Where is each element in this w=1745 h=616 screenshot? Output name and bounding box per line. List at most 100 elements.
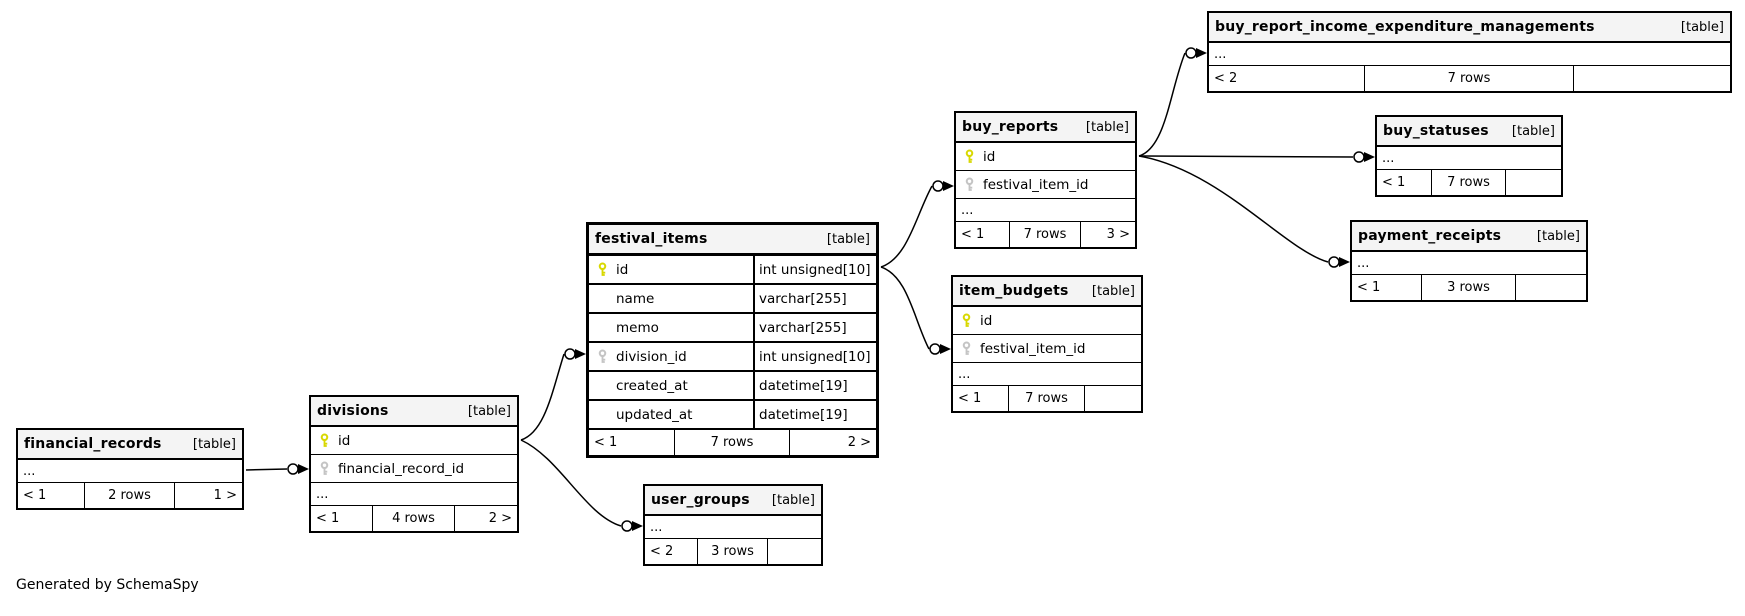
column-row: id bbox=[953, 307, 1141, 335]
pager-next bbox=[1506, 170, 1561, 195]
column-row: name varchar[255] bbox=[589, 285, 876, 314]
edge-divisions-festival-items bbox=[520, 353, 565, 441]
column-type: int unsigned[10] bbox=[753, 343, 876, 370]
table-header: buy_reports [table] bbox=[956, 113, 1135, 143]
collapsed-columns: ... bbox=[645, 516, 821, 539]
table-payment-receipts[interactable]: payment_receipts [table] ... < 1 3 rows bbox=[1350, 220, 1588, 302]
pager-row-count: 4 rows bbox=[373, 506, 456, 531]
table-name[interactable]: financial_records bbox=[24, 436, 162, 452]
table-buy-reports[interactable]: buy_reports [table] id festival_item_id … bbox=[954, 111, 1137, 249]
column-name: id bbox=[338, 432, 351, 449]
pager-row-count: 2 rows bbox=[85, 483, 175, 508]
edge-festival-items-buy-reports bbox=[880, 185, 933, 268]
column-name: division_id bbox=[616, 348, 687, 365]
table-item-budgets[interactable]: item_budgets [table] id festival_item_id… bbox=[951, 275, 1143, 413]
edge-buy-reports-briem bbox=[1138, 52, 1186, 157]
table-name[interactable]: festival_items bbox=[595, 231, 708, 247]
table-tag: [table] bbox=[1680, 19, 1724, 35]
table-financial-records[interactable]: financial_records [table] ... < 1 2 rows… bbox=[16, 428, 244, 510]
column-type: datetime[19] bbox=[753, 372, 876, 399]
table-pager: < 1 2 rows 1 > bbox=[18, 483, 242, 508]
column-type: int unsigned[10] bbox=[753, 256, 876, 283]
table-pager: < 1 3 rows bbox=[1352, 275, 1586, 300]
column-row: updated_at datetime[19] bbox=[589, 401, 876, 430]
pager-prev: < 1 bbox=[1352, 275, 1423, 300]
pager-next: 2 > bbox=[847, 435, 871, 450]
pager-prev: < 1 bbox=[311, 506, 373, 531]
foreign-key-icon bbox=[956, 177, 983, 192]
table-name[interactable]: buy_reports bbox=[962, 119, 1059, 135]
pager-prev: < 1 bbox=[589, 430, 676, 455]
pager-row-count: 3 rows bbox=[698, 539, 769, 564]
table-pager: < 1 7 rows bbox=[1377, 170, 1561, 195]
column-name: id bbox=[983, 148, 996, 165]
table-name[interactable]: user_groups bbox=[651, 492, 750, 508]
column-name: festival_item_id bbox=[983, 176, 1089, 193]
pager-prev: < 2 bbox=[645, 539, 698, 564]
table-tag: [table] bbox=[467, 403, 511, 419]
table-pager: < 2 3 rows bbox=[645, 539, 821, 564]
table-name[interactable]: item_budgets bbox=[959, 283, 1069, 299]
column-type: varchar[255] bbox=[753, 314, 876, 341]
table-pager: < 1 7 rows 2 > bbox=[589, 430, 876, 455]
table-header: buy_report_income_expenditure_management… bbox=[1209, 13, 1730, 43]
pager-row-count: 7 rows bbox=[1010, 222, 1082, 247]
table-name[interactable]: buy_statuses bbox=[1383, 123, 1489, 139]
table-tag: [table] bbox=[192, 436, 236, 452]
table-buy-statuses[interactable]: buy_statuses [table] ... < 1 7 rows bbox=[1375, 115, 1563, 197]
pager-prev: < 1 bbox=[18, 483, 86, 508]
column-name: updated_at bbox=[616, 406, 693, 423]
generator-credit: Generated by SchemaSpy bbox=[16, 577, 199, 593]
table-tag: [table] bbox=[1511, 123, 1555, 139]
table-pager: < 2 7 rows bbox=[1209, 66, 1730, 91]
table-name[interactable]: divisions bbox=[317, 403, 389, 419]
primary-key-icon bbox=[311, 433, 338, 448]
table-name[interactable]: buy_report_income_expenditure_management… bbox=[1215, 19, 1595, 35]
column-name: id bbox=[980, 312, 993, 329]
table-name[interactable]: payment_receipts bbox=[1358, 228, 1502, 244]
edge-buy-reports-payment-receipts bbox=[1138, 155, 1329, 263]
foreign-key-icon bbox=[589, 349, 616, 364]
foreign-key-icon bbox=[311, 461, 338, 476]
pager-row-count: 7 rows bbox=[1009, 386, 1085, 411]
pager-next bbox=[1574, 66, 1730, 91]
table-header: payment_receipts [table] bbox=[1352, 222, 1586, 252]
collapsed-columns: ... bbox=[956, 199, 1135, 222]
table-festival-items[interactable]: festival_items [table] id int unsigned[1… bbox=[586, 222, 879, 458]
column-row: created_at datetime[19] bbox=[589, 372, 876, 401]
pager-prev: < 1 bbox=[956, 222, 1010, 247]
column-name: id bbox=[616, 261, 629, 278]
collapsed-columns: ... bbox=[1352, 252, 1586, 275]
edge-buy-reports-buy-statuses bbox=[1138, 155, 1354, 158]
column-row: financial_record_id bbox=[311, 455, 517, 483]
pager-prev: < 1 bbox=[953, 386, 1010, 411]
column-row: id bbox=[956, 143, 1135, 171]
pager-next bbox=[1085, 386, 1141, 411]
table-user-groups[interactable]: user_groups [table] ... < 2 3 rows bbox=[643, 484, 823, 566]
column-type: datetime[19] bbox=[753, 401, 876, 428]
pager-next: 2 > bbox=[488, 511, 512, 526]
column-row: memo varchar[255] bbox=[589, 314, 876, 343]
column-row: id int unsigned[10] bbox=[589, 256, 876, 285]
table-buy-report-income-expenditure-managements[interactable]: buy_report_income_expenditure_management… bbox=[1207, 11, 1732, 93]
pager-row-count: 7 rows bbox=[675, 430, 790, 455]
pager-next: 3 > bbox=[1106, 227, 1130, 242]
table-header: buy_statuses [table] bbox=[1377, 117, 1561, 147]
pager-prev: < 1 bbox=[1377, 170, 1433, 195]
pager-prev: < 2 bbox=[1209, 66, 1366, 91]
column-row: festival_item_id bbox=[953, 335, 1141, 363]
table-divisions[interactable]: divisions [table] id financial_record_id… bbox=[309, 395, 519, 533]
column-name: memo bbox=[616, 319, 659, 336]
table-header: user_groups [table] bbox=[645, 486, 821, 516]
primary-key-icon bbox=[953, 313, 980, 328]
table-tag: [table] bbox=[1536, 228, 1580, 244]
table-pager: < 1 7 rows bbox=[953, 386, 1141, 411]
column-name: financial_record_id bbox=[338, 460, 465, 477]
collapsed-columns: ... bbox=[18, 460, 242, 483]
column-type: varchar[255] bbox=[753, 285, 876, 312]
column-name: name bbox=[616, 290, 655, 307]
primary-key-icon bbox=[589, 262, 616, 277]
foreign-key-icon bbox=[953, 341, 980, 356]
pager-next bbox=[1516, 275, 1586, 300]
pager-row-count: 7 rows bbox=[1365, 66, 1574, 91]
